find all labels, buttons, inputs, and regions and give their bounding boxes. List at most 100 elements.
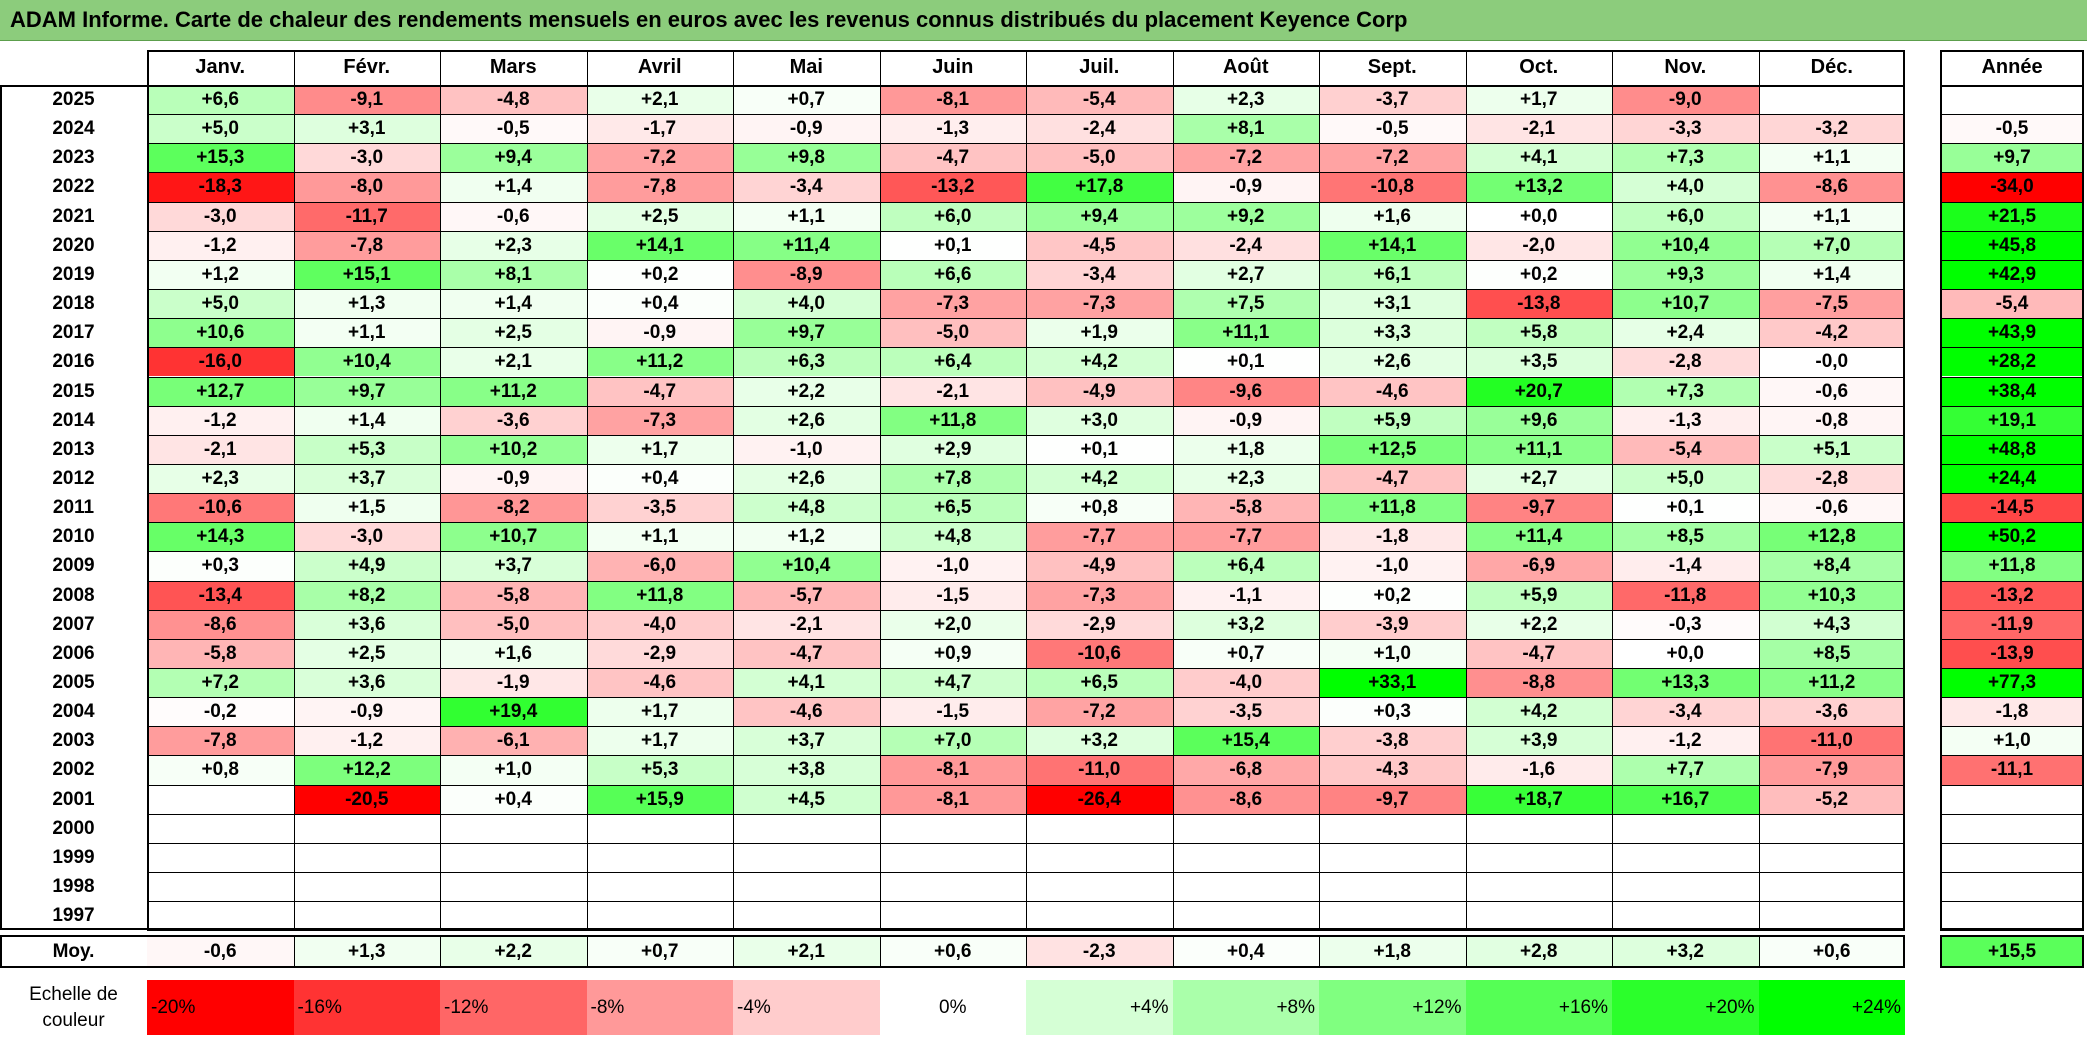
- heatmap-cell: +1,1: [1758, 143, 1905, 173]
- heatmap-cell: [733, 901, 880, 931]
- heatmap-cell: +3,2: [1172, 609, 1319, 639]
- heatmap-cell: [1172, 813, 1319, 843]
- heatmap-cell: -0,2: [147, 697, 294, 727]
- heatmap-cell: -7,2: [1319, 143, 1466, 173]
- heatmap-cell: -1,8: [1319, 522, 1466, 552]
- heatmap-cell: -3,0: [293, 143, 440, 173]
- row-year-label: 2011: [52, 497, 95, 519]
- heatmap-cell: +11,1: [1465, 434, 1612, 464]
- annual-cell: +45,8: [1940, 230, 2084, 260]
- heatmap-cell: -8,6: [1172, 784, 1319, 814]
- heatmap-cell: -0,5: [1319, 114, 1466, 144]
- heatmap-cell: +0,1: [879, 230, 1026, 260]
- heatmap-cell: -0,9: [1172, 405, 1319, 435]
- heatmap-cell: +2,7: [1465, 463, 1612, 494]
- heatmap-cell: -4,7: [733, 638, 880, 668]
- annual-cell: [1940, 813, 2084, 843]
- heatmap-cell: -0,3: [1612, 609, 1759, 639]
- heatmap-cell: -3,0: [147, 201, 294, 231]
- color-scale-swatch: -8%: [586, 980, 733, 1035]
- heatmap-cell: +11,2: [440, 376, 587, 406]
- heatmap-cell: [1026, 813, 1173, 843]
- average-cell: -2,3: [1026, 935, 1173, 968]
- row-year-label: 2005: [52, 672, 95, 693]
- row-year-label: 1999: [52, 846, 95, 868]
- heatmap-cell: [1758, 872, 1905, 902]
- heatmap-cell: +19,4: [440, 697, 587, 727]
- heatmap-cell: +1,7: [586, 697, 733, 727]
- heatmap-cell: +9,3: [1612, 259, 1759, 290]
- heatmap-cell: -7,5: [1758, 289, 1905, 319]
- heatmap-cell: [147, 872, 294, 902]
- annual-column-header: Année: [1981, 56, 2043, 78]
- heatmap-cell: [440, 872, 587, 902]
- heatmap-cell: [879, 813, 1026, 843]
- heatmap-cell: -1,4: [1612, 551, 1759, 581]
- row-year-label: 2019: [52, 263, 95, 285]
- heatmap-cell: +2,2: [1465, 609, 1612, 639]
- heatmap-cell: +6,3: [733, 347, 880, 377]
- average-cell: +0,4: [1172, 935, 1319, 968]
- heatmap-cell: -2,8: [1612, 347, 1759, 377]
- row-year-label: 2008: [52, 584, 95, 606]
- heatmap-cell: [147, 784, 294, 814]
- heatmap-cell: -8,2: [440, 493, 587, 523]
- heatmap-cell: -0,9: [440, 463, 587, 494]
- heatmap-cell: +3,8: [733, 755, 880, 785]
- heatmap-cell: -0,6: [440, 201, 587, 231]
- heatmap-cell: +1,1: [293, 318, 440, 348]
- average-cell: +0,6: [1758, 935, 1905, 968]
- heatmap-cell: -7,9: [1758, 755, 1905, 785]
- heatmap-cell: -1,2: [293, 726, 440, 756]
- heatmap-cell: +2,5: [293, 638, 440, 668]
- annual-cell: -1,8: [1940, 697, 2084, 727]
- heatmap-cell: +9,2: [1172, 201, 1319, 231]
- heatmap-cell: -7,2: [1172, 143, 1319, 173]
- heatmap-cell: [1758, 901, 1905, 931]
- heatmap-cell: +1,1: [733, 201, 880, 231]
- heatmap-cell: +9,4: [440, 143, 587, 173]
- heatmap-cell: -4,0: [586, 609, 733, 639]
- heatmap-cell: -7,3: [1026, 580, 1173, 610]
- row-year-label: 2006: [52, 642, 95, 664]
- heatmap-cell: +8,5: [1612, 522, 1759, 552]
- heatmap-cell: [879, 842, 1026, 873]
- heatmap-cell: -4,6: [733, 697, 880, 727]
- heatmap-cell: -4,6: [1319, 376, 1466, 406]
- heatmap-cell: +2,9: [879, 434, 1026, 464]
- row-year-label: 2015: [52, 380, 95, 402]
- heatmap-cell: +5,0: [147, 289, 294, 319]
- heatmap-cell: +4,2: [1465, 697, 1612, 727]
- heatmap-cell: +7,8: [879, 463, 1026, 494]
- heatmap-cell: [1758, 813, 1905, 843]
- heatmap-cell: -7,8: [586, 172, 733, 202]
- heatmap-cell: -7,8: [147, 726, 294, 756]
- heatmap-cell: -0,9: [586, 318, 733, 348]
- heatmap-cell: +2,2: [733, 376, 880, 406]
- heatmap-cell: -7,8: [293, 230, 440, 260]
- heatmap-cell: +11,1: [1172, 318, 1319, 348]
- heatmap-cell: +0,7: [1172, 638, 1319, 668]
- heatmap-cell: +7,5: [1172, 289, 1319, 319]
- heatmap-cell: [1026, 872, 1173, 902]
- heatmap-cell: [733, 842, 880, 873]
- heatmap-cell: +4,3: [1758, 609, 1905, 639]
- heatmap-cell: -10,8: [1319, 172, 1466, 202]
- heatmap-cell: -5,0: [879, 318, 1026, 348]
- heatmap-cell: +3,7: [440, 551, 587, 581]
- heatmap-cell: -5,0: [440, 609, 587, 639]
- heatmap-cell: -5,8: [147, 638, 294, 668]
- column-header: Févr.: [343, 56, 391, 78]
- heatmap-cell: +0,4: [586, 463, 733, 494]
- heatmap-cell: +3,2: [1026, 726, 1173, 756]
- heatmap-cell: -4,6: [586, 668, 733, 698]
- heatmap-cell: [879, 872, 1026, 902]
- heatmap-cell: -10,6: [1026, 638, 1173, 668]
- heatmap-cell: +1,4: [1758, 259, 1905, 290]
- row-year-label: 2023: [52, 147, 95, 169]
- column-header: Oct.: [1519, 56, 1559, 78]
- annual-cell: +21,5: [1940, 201, 2084, 231]
- heatmap-cell: +2,7: [1172, 259, 1319, 290]
- heatmap-cell: +0,3: [1319, 697, 1466, 727]
- heatmap-cell: +6,6: [879, 259, 1026, 290]
